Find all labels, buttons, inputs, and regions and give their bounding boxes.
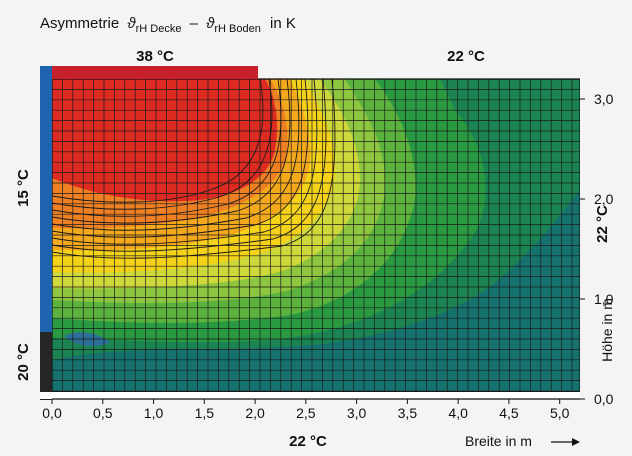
right-wall-temp-label: 22 °C <box>594 205 611 243</box>
isoline <box>52 79 309 238</box>
title-subscript-2: rH Boden <box>214 23 260 35</box>
x-tick-label: 4,5 <box>499 405 519 421</box>
x-tick-label: 4,0 <box>448 405 468 421</box>
left-wall-lower-strip <box>40 332 52 400</box>
x-axis-ticks: 0,0 0,5 1,0 1,5 2,0 2,5 3,0 3,5 4,0 4,5 5,0 <box>42 399 570 421</box>
x-axis-label: Breite in m <box>465 433 532 449</box>
isoline <box>52 79 264 203</box>
y-tick-label: 3,0 <box>594 91 614 107</box>
chart-title: Asymmetrie ϑrH Decke – ϑrH Boden in K <box>40 15 296 36</box>
plot-area <box>52 79 580 392</box>
x-tick-label: 3,0 <box>347 405 367 421</box>
grid <box>52 79 580 392</box>
ceiling-rest-temp-label: 22 °C <box>447 48 485 65</box>
y-axis-ticks: 0,0 1,0 2,0 3,0 <box>580 91 614 407</box>
x-tick-label: 1,5 <box>195 405 215 421</box>
left-wall-upper-temp-label: 15 °C <box>15 169 32 207</box>
floor-temp-label: 22 °C <box>289 433 327 450</box>
title-subscript-1: rH Decke <box>136 23 182 35</box>
isoline <box>52 79 327 252</box>
title-text: Asymmetrie <box>40 15 119 32</box>
x-tick-label: 0,5 <box>93 405 113 421</box>
x-tick-label: 5,0 <box>550 405 570 421</box>
floor-strip <box>40 392 580 399</box>
hot-ceiling-panel <box>52 66 258 79</box>
x-tick-label: 3,5 <box>398 405 418 421</box>
x-tick-label: 2,5 <box>296 405 316 421</box>
isoline <box>52 79 300 231</box>
y-tick-label: 2,0 <box>594 191 614 207</box>
title-symbol-1: ϑ <box>127 15 136 32</box>
contour-band-hot <box>52 79 277 202</box>
x-axis-arrow <box>551 438 580 446</box>
isoline <box>52 79 336 259</box>
title-symbol-2: ϑ <box>206 15 215 32</box>
left-wall-lower-temp-label: 20 °C <box>15 343 32 381</box>
isoline <box>52 79 291 224</box>
y-tick-label: 1,0 <box>594 291 614 307</box>
title-dash: – <box>190 15 199 32</box>
x-tick-label: 1,0 <box>144 405 164 421</box>
title-unit: in K <box>270 15 296 32</box>
y-tick-label: 0,0 <box>594 391 614 407</box>
ceiling-hot-temp-label: 38 °C <box>136 48 174 65</box>
isoline <box>52 79 318 245</box>
y-axis-label: Höhe in m <box>599 298 615 362</box>
x-tick-label: 2,0 <box>245 405 265 421</box>
x-tick-label: 0,0 <box>42 405 62 421</box>
cold-window-strip <box>40 66 52 332</box>
